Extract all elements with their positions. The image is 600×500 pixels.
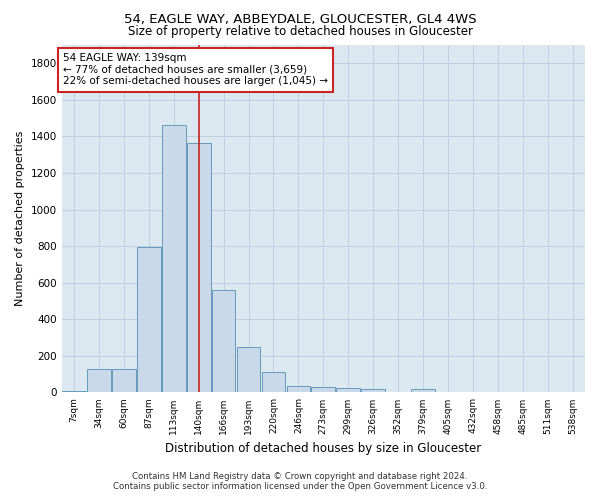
Bar — [361, 389, 385, 392]
Bar — [162, 124, 185, 392]
Text: 54, EAGLE WAY, ABBEYDALE, GLOUCESTER, GL4 4WS: 54, EAGLE WAY, ABBEYDALE, GLOUCESTER, GL… — [124, 12, 476, 26]
Bar — [337, 388, 360, 392]
Y-axis label: Number of detached properties: Number of detached properties — [15, 131, 25, 306]
Bar — [262, 372, 286, 392]
Text: 54 EAGLE WAY: 139sqm
← 77% of detached houses are smaller (3,659)
22% of semi-de: 54 EAGLE WAY: 139sqm ← 77% of detached h… — [63, 53, 328, 86]
Bar — [411, 389, 435, 392]
Bar — [187, 143, 211, 392]
Bar — [87, 368, 111, 392]
Bar — [62, 390, 86, 392]
Text: Contains HM Land Registry data © Crown copyright and database right 2024.
Contai: Contains HM Land Registry data © Crown c… — [113, 472, 487, 491]
Bar — [137, 247, 161, 392]
Text: Size of property relative to detached houses in Gloucester: Size of property relative to detached ho… — [128, 25, 473, 38]
Bar — [212, 290, 235, 392]
Bar — [311, 387, 335, 392]
Bar — [112, 368, 136, 392]
Bar — [287, 386, 310, 392]
X-axis label: Distribution of detached houses by size in Gloucester: Distribution of detached houses by size … — [165, 442, 481, 455]
Bar — [237, 346, 260, 393]
